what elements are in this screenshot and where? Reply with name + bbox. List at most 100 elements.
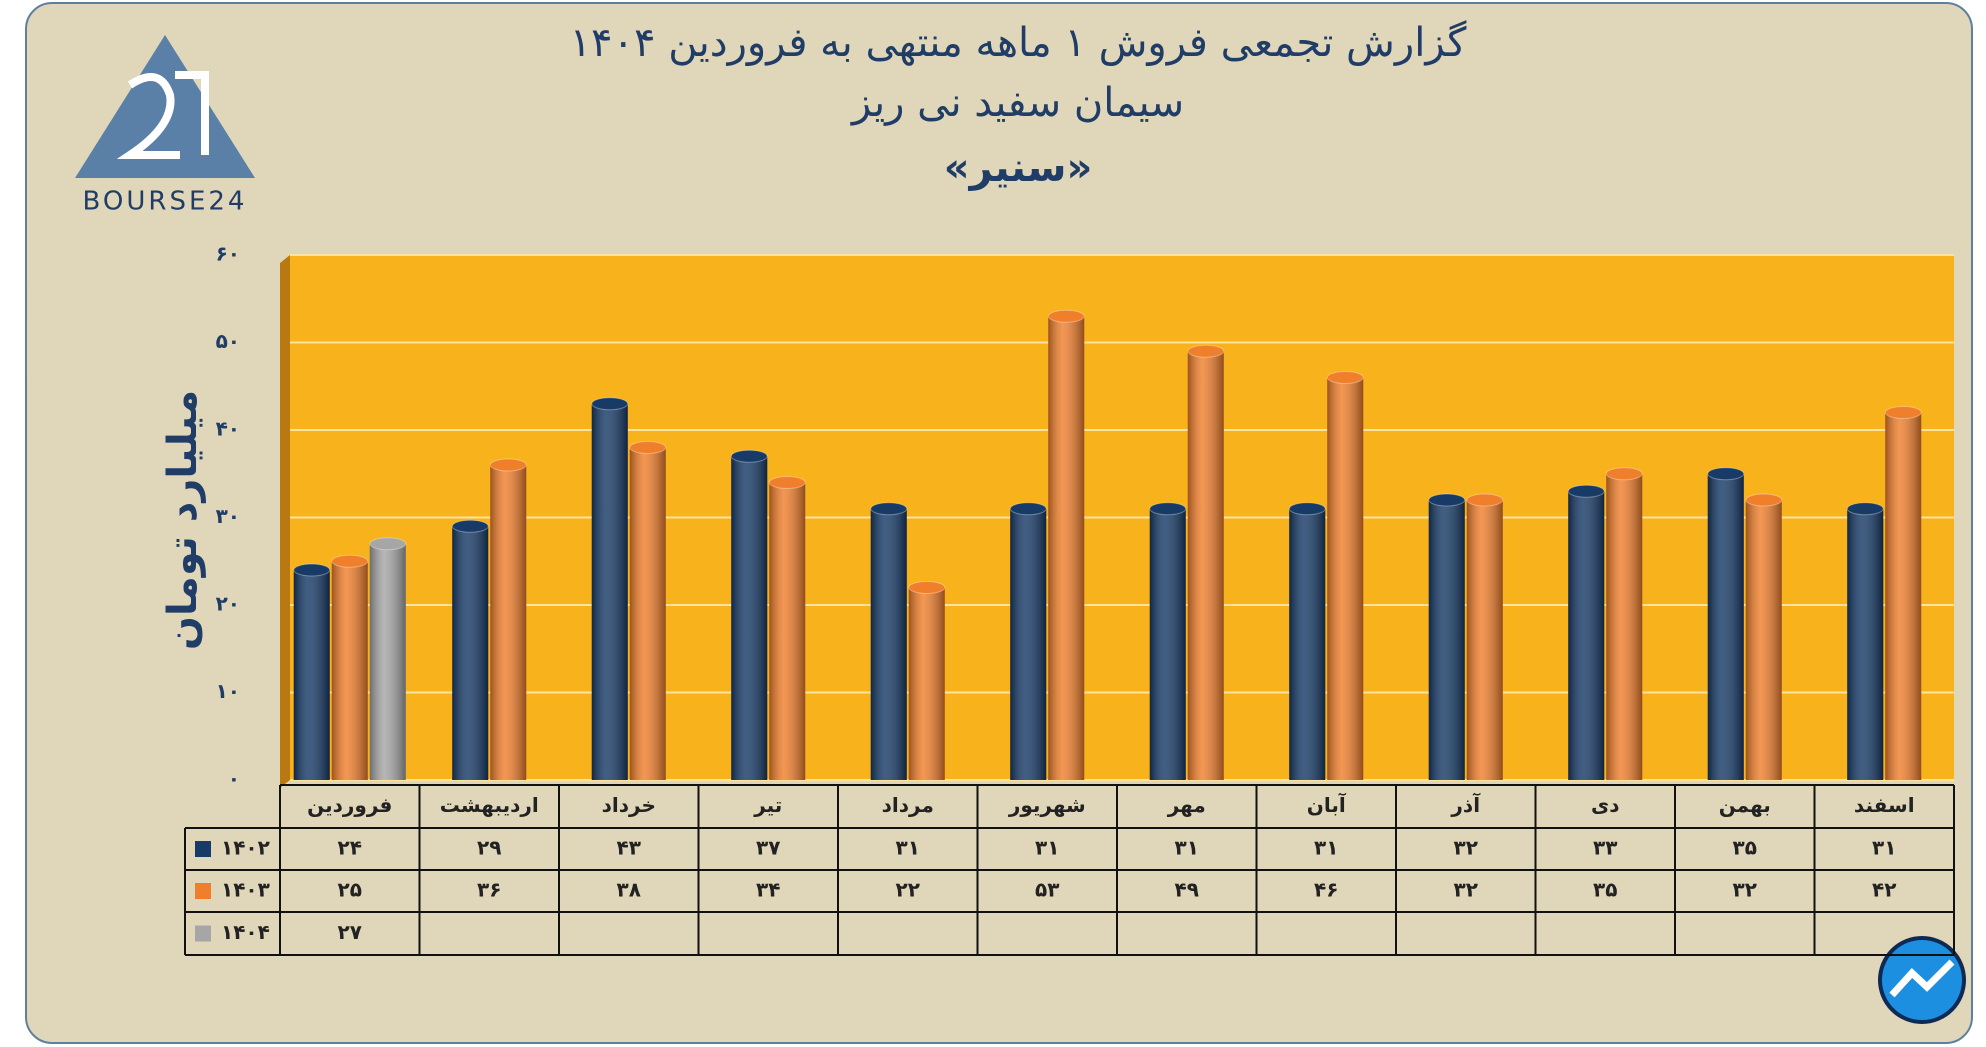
bar-shade (1885, 412, 1922, 780)
bar-shade (1327, 377, 1364, 780)
bar-cap (1567, 484, 1605, 498)
logo-text: BOURSE24 (83, 187, 248, 217)
x-tick-label: بهمن (1719, 793, 1771, 817)
x-tick-label: اردیبهشت (440, 793, 539, 817)
bar-shade (1010, 508, 1047, 780)
bar-shade (1048, 316, 1085, 780)
legend-label: ۱۴۰۳ (221, 878, 270, 902)
table-value: ۲۹ (477, 836, 501, 860)
bar-cap (489, 458, 527, 472)
bar-shade (1847, 508, 1884, 780)
x-tick-label: آذر (1450, 792, 1481, 817)
bar-shade (1568, 491, 1605, 780)
bar-shade (1606, 473, 1643, 780)
table-value: ۲۴ (338, 836, 362, 860)
y-axis-label: میلیارد تومان (160, 390, 206, 650)
y-tick-label: ۲۰ (216, 592, 240, 616)
bar-cap (1707, 467, 1745, 481)
table-value: ۴۳ (617, 836, 641, 860)
legend-swatch (195, 841, 211, 857)
bar-cap (1745, 493, 1783, 507)
bar-cap (1428, 493, 1466, 507)
bar-shade (1707, 473, 1744, 780)
legend-label: ۱۴۰۴ (221, 920, 270, 944)
logo-triangle (75, 35, 255, 178)
legend-swatch (195, 883, 211, 899)
x-tick-label: خرداد (602, 793, 656, 817)
annotation: «سنیر» (944, 145, 1093, 191)
table-value: ۵۳ (1035, 878, 1059, 902)
legend-swatch (195, 925, 211, 942)
table-value: ۳۱ (1175, 836, 1199, 860)
y-tick-label: ۰ (228, 767, 240, 791)
bar-cap (1846, 502, 1884, 516)
bar-cap (1047, 309, 1085, 323)
bar-cap (1187, 344, 1225, 358)
table-value: ۳۱ (1035, 836, 1059, 860)
logo-mark (116, 71, 209, 159)
bar-cap (768, 476, 806, 489)
x-tick-label: دی (1591, 793, 1620, 817)
chart-title: گزارش تجمعی فروش ۱ ماهه منتهی به فروردین… (570, 20, 1468, 66)
bar-cap (369, 537, 407, 551)
table-value: ۴۶ (1314, 878, 1338, 902)
bar-shade (908, 587, 945, 780)
table-value: ۲۷ (338, 920, 362, 944)
bar-shade (1149, 508, 1186, 780)
table-value: ۴۹ (1175, 878, 1199, 902)
bar-cap (1884, 406, 1922, 419)
bar-shade (1745, 500, 1782, 780)
bar-cap (1466, 493, 1504, 507)
x-tick-label: تیر (753, 793, 782, 817)
y-tick-label: ۶۰ (216, 242, 240, 266)
table-value: ۲۲ (896, 878, 920, 902)
table-value: ۳۱ (896, 836, 920, 860)
bar-shade (293, 570, 330, 780)
bar-cap (1149, 502, 1187, 516)
bar-shade (490, 465, 527, 780)
y-tick-label: ۱۰ (216, 679, 240, 703)
bar-cap (908, 581, 946, 594)
x-tick-label: شهریور (1008, 793, 1086, 817)
x-tick-label: مهر (1167, 793, 1206, 817)
bar-cap (1605, 467, 1643, 481)
bar-shade (731, 456, 768, 780)
table-value: ۳۱ (1872, 836, 1896, 860)
bar-cap (1326, 371, 1364, 384)
table-value: ۳۱ (1314, 836, 1338, 860)
table-value: ۴۲ (1872, 878, 1896, 902)
bar-shade (1428, 500, 1465, 780)
y-tick-label: ۵۰ (216, 329, 240, 353)
bar-cap (451, 519, 489, 533)
bar-cap (730, 449, 768, 463)
bar-cap (1288, 502, 1326, 516)
bar-shade (629, 447, 666, 780)
plot-wall (280, 255, 290, 788)
y-tick-label: ۴۰ (216, 417, 240, 441)
bar-shade (769, 482, 806, 780)
bar-cap (293, 563, 331, 577)
bar-cap (629, 441, 667, 454)
table-value: ۳۸ (617, 878, 641, 902)
table-value: ۳۵ (1593, 878, 1617, 902)
bar-shade (452, 526, 489, 780)
bar-shade (1289, 508, 1326, 780)
bar-shade (591, 403, 628, 780)
x-tick-label: مرداد (882, 793, 934, 817)
bar-cap (331, 554, 369, 568)
x-tick-label: فروردین (307, 793, 392, 817)
bar-cap (870, 502, 908, 516)
bar-cap (591, 397, 629, 411)
y-tick-label: ۳۰ (216, 504, 240, 528)
table-value: ۳۲ (1454, 836, 1478, 860)
table-value: ۳۲ (1733, 878, 1757, 902)
bar-shade (331, 561, 368, 780)
table-value: ۳۳ (1593, 836, 1617, 860)
bar-cap (1009, 502, 1047, 516)
table-value: ۲۵ (338, 878, 362, 902)
table-value: ۳۲ (1454, 878, 1478, 902)
legend-label: ۱۴۰۲ (221, 836, 270, 860)
x-tick-label: اسفند (1854, 793, 1915, 817)
chart-subtitle: سیمان سفید نی ریز (850, 80, 1184, 126)
